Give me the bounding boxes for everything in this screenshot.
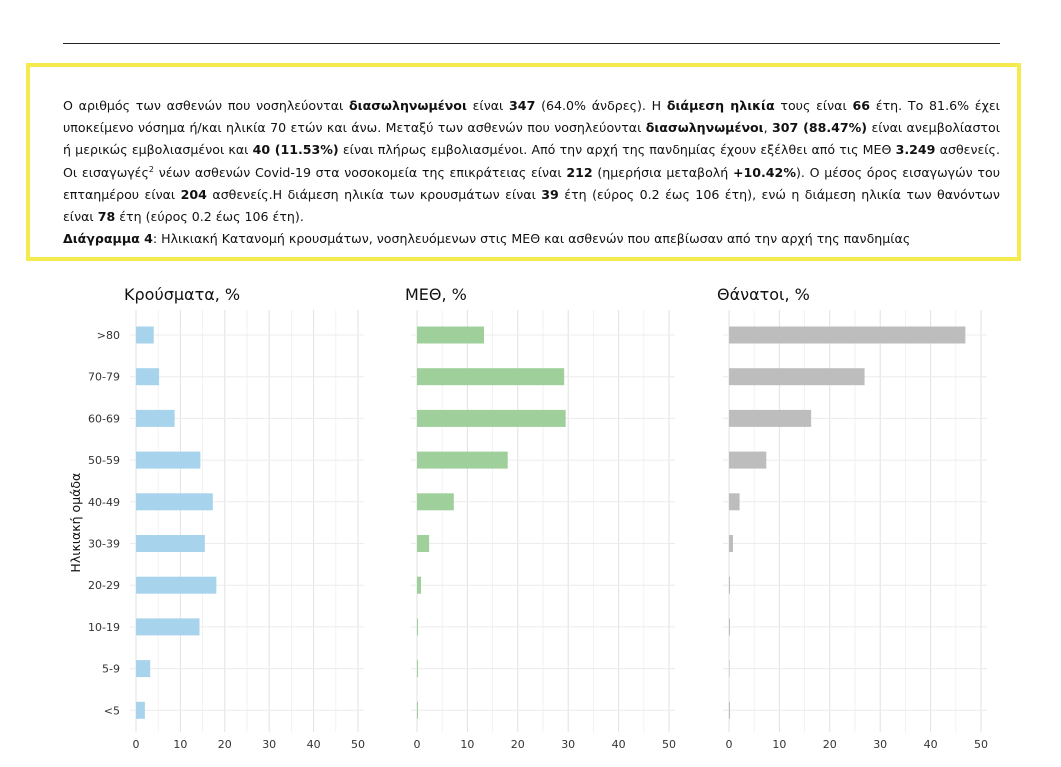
bar-30-39 — [417, 535, 430, 552]
x-tick-label: 40 — [307, 738, 321, 751]
x-tick-label: 20 — [823, 738, 837, 751]
bar-<5 — [136, 701, 145, 719]
y-tick-label: 40-49 — [88, 496, 120, 509]
y-tick-label: >80 — [97, 329, 120, 342]
x-tick-label: 30 — [873, 738, 887, 751]
bar-<5 — [417, 701, 418, 719]
x-tick-label: 50 — [974, 738, 988, 751]
y-tick-label: 5-9 — [102, 663, 120, 676]
summary-paragraph: Ο αριθμός των ασθενών που νοσηλεύονται δ… — [63, 95, 1000, 250]
y-tick-label: 60-69 — [88, 412, 120, 425]
bar-40-49 — [136, 493, 213, 511]
bar-10-19 — [729, 618, 730, 636]
bar-50-59 — [729, 451, 767, 469]
bar-<5 — [729, 701, 730, 719]
caption-label: Διάγραμμα 4 — [63, 231, 153, 247]
caption-text: : Ηλικιακή Κατανομή κρουσμάτων, νοσηλευό… — [152, 231, 911, 247]
x-tick-label: 20 — [218, 738, 232, 751]
age-distribution-charts: 0 10 20 30 40 50 Κρούσματα, % >80 70-79 60-69 50-5… — [68, 285, 988, 751]
y-tick-label: 50-59 — [88, 454, 120, 467]
bar-5-9 — [729, 660, 730, 678]
y-axis-label: Ηλικιακή ομάδα — [68, 473, 83, 573]
bar->80 — [729, 326, 966, 344]
y-tick-label: 10-19 — [88, 621, 120, 634]
bar-5-9 — [136, 660, 151, 678]
bar-50-59 — [136, 451, 201, 469]
bar->80 — [136, 326, 154, 344]
highlight-box — [26, 63, 1021, 261]
bar-5-9 — [417, 660, 418, 678]
y-tick-label: 30-39 — [88, 538, 120, 551]
chart-title: Κρούσματα, % — [124, 285, 240, 304]
bar-40-49 — [417, 493, 454, 511]
bar-60-69 — [136, 409, 175, 427]
x-tick-label: 0 — [726, 738, 733, 751]
x-tick-label: 10 — [173, 738, 187, 751]
bar-10-19 — [136, 618, 200, 636]
y-tick-label: 20-29 — [88, 579, 120, 592]
bar-70-79 — [417, 368, 565, 386]
x-tick-label: 40 — [612, 738, 626, 751]
x-tick-label: 30 — [561, 738, 575, 751]
x-tick-label: 10 — [772, 738, 786, 751]
bar-50-59 — [417, 451, 508, 469]
bar-30-39 — [729, 535, 734, 552]
chart-title: Θάνατοι, % — [717, 285, 810, 304]
bar-70-79 — [729, 368, 865, 386]
x-tick-label: 40 — [924, 738, 938, 751]
bar-20-29 — [417, 576, 422, 594]
bar-40-49 — [729, 493, 740, 511]
y-tick-label: 70-79 — [88, 371, 120, 384]
x-tick-label: 50 — [662, 738, 676, 751]
x-tick-label: 50 — [351, 738, 365, 751]
x-tick-label: 10 — [460, 738, 474, 751]
bar-60-69 — [417, 409, 566, 427]
bar-30-39 — [136, 535, 205, 552]
x-tick-label: 30 — [262, 738, 276, 751]
bar-70-79 — [136, 368, 160, 386]
figure-caption: Διάγραμμα 4: Ηλικιακή Κατανομή κρουσμάτω… — [63, 228, 1000, 250]
bar-60-69 — [729, 409, 812, 427]
y-tick-label: <5 — [104, 704, 120, 717]
x-tick-label: 0 — [414, 738, 421, 751]
bar-20-29 — [729, 576, 731, 594]
x-tick-label: 20 — [511, 738, 525, 751]
x-tick-label: 0 — [133, 738, 140, 751]
bar-10-19 — [417, 618, 419, 636]
chart-title: ΜΕΘ, % — [405, 285, 467, 304]
bar-20-29 — [136, 576, 217, 594]
header-rule — [63, 43, 1000, 44]
bar->80 — [417, 326, 485, 344]
